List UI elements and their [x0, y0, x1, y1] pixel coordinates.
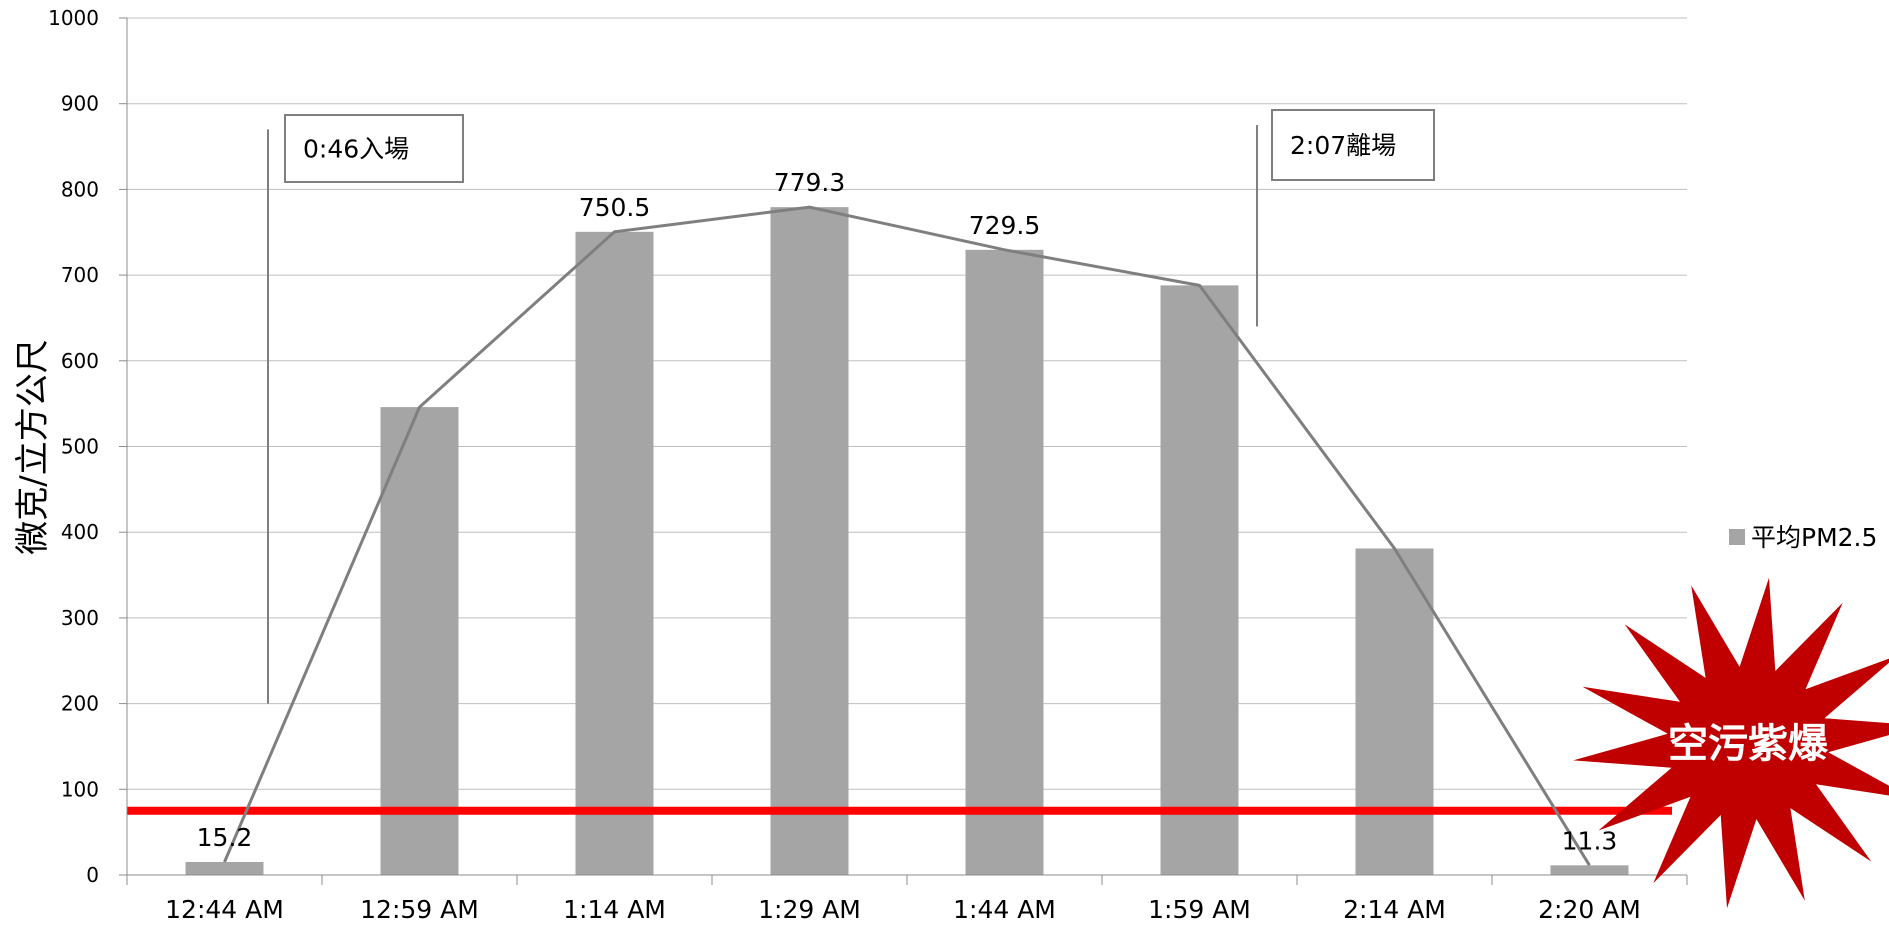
trend-layer	[223, 205, 1591, 867]
x-tick-label: 1:14 AM	[563, 895, 666, 924]
y-tick-label: 1000	[48, 6, 99, 30]
data-label: 750.5	[579, 193, 651, 222]
annotations: 0:46入場 2:07離場	[267, 109, 1435, 704]
bar	[1160, 285, 1239, 875]
y-tick-label: 900	[61, 92, 99, 116]
data-label: 779.3	[774, 168, 846, 197]
y-tick-label: 0	[86, 863, 99, 887]
starburst-icon	[1573, 577, 1889, 909]
bar	[1550, 865, 1629, 875]
x-tick-label: 2:14 AM	[1343, 895, 1446, 924]
annotation-box	[1271, 109, 1435, 181]
y-tick-label: 200	[61, 692, 99, 716]
bar	[965, 249, 1044, 876]
data-label: 729.5	[969, 211, 1041, 240]
bar	[575, 231, 654, 875]
y-tick-label: 400	[61, 520, 99, 544]
axes: 0 100 200 300 400 500 600 700 800 900 1000 12:44 AM…	[13, 6, 1688, 924]
x-tick-label: 1:59 AM	[1148, 895, 1251, 924]
y-tick-label: 100	[61, 777, 99, 801]
x-tick-label: 1:29 AM	[758, 895, 861, 924]
annotation-text: 2:07離場	[1290, 131, 1396, 160]
legend-label: 平均PM2.5	[1751, 523, 1877, 552]
bar	[770, 207, 849, 875]
bars	[185, 207, 1629, 876]
x-tick-label: 2:20 AM	[1538, 895, 1641, 924]
badge-text: 空污紫爆	[1668, 721, 1829, 767]
y-axis-label: 微克/立方公尺	[13, 339, 53, 554]
data-label: 15.2	[197, 823, 253, 852]
bar	[185, 861, 264, 875]
bar	[1355, 548, 1434, 875]
badge: 空污紫爆	[1573, 577, 1889, 909]
trend-line	[223, 205, 1591, 867]
y-tick-label: 300	[61, 606, 99, 630]
x-tick-label: 12:44 AM	[165, 895, 284, 924]
legend: 平均PM2.5	[1729, 523, 1877, 552]
bar	[380, 407, 459, 875]
annotation-box	[284, 114, 464, 183]
y-tick-label: 700	[61, 263, 99, 287]
y-tick-label: 500	[61, 435, 99, 459]
data-labels: 15.2 750.5 779.3 729.5 11.3	[197, 168, 1618, 855]
y-tick-label: 800	[61, 177, 99, 201]
data-label: 11.3	[1562, 826, 1618, 855]
annotation-text: 0:46入場	[303, 135, 409, 164]
x-tick-label: 1:44 AM	[953, 895, 1056, 924]
y-tick-label: 600	[61, 349, 99, 373]
x-tick-label: 12:59 AM	[360, 895, 479, 924]
legend-swatch	[1729, 529, 1745, 545]
